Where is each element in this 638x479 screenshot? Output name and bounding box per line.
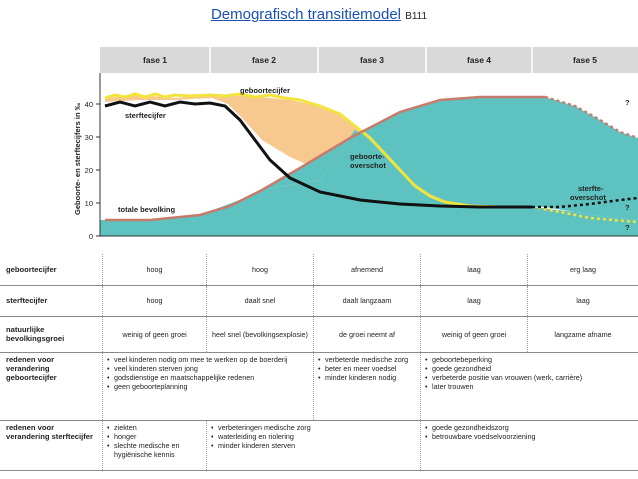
table-cell: daalt snel [206,285,314,317]
population-label: totale bevolking [118,205,176,214]
question-mark: ? [625,98,630,107]
row-header: redenen voor verandering geboortecijfer [0,352,103,421]
phase-label-3: fase 3 [360,55,384,65]
table-row: redenen voor verandering sterftecijfer z… [0,420,638,471]
reasons-cell: goede gezondheidszorg betrouwbare voedse… [420,420,638,471]
list-item: verbeterde positie van vrouwen (werk, ca… [425,373,634,382]
y-tick-label: 40 [85,100,93,109]
list-item: later trouwen [425,382,634,391]
y-tick-label: 20 [85,166,93,175]
reasons-cell: verbeterde medische zorg beter en meer v… [313,352,421,421]
list-item: goede gezondheid [425,364,634,373]
population-line [105,95,545,222]
death-surplus-label: sterfte- [578,184,604,193]
table-cell: hoog [102,285,207,317]
population-projection [544,95,638,140]
table-row: sterftecijfer hoog daalt snel daalt lang… [0,285,638,317]
table-cell: weinig of geen groei [420,316,528,353]
phase-header-band [100,47,638,73]
table-cell: laag [420,285,528,317]
birth-rate-projection [531,205,638,224]
birth-rate-label: geboortecijfer [240,86,290,95]
list-item: verbeterde medische zorg [318,355,416,364]
table-cell: weinig of geen groei [102,316,207,353]
row-header: geboortecijfer [0,254,103,286]
y-tick-label: 10 [85,199,93,208]
table-row: natuurlijke bevolkingsgroei weinig of ge… [0,316,638,353]
list-item: waterleiding en riolering [211,432,416,441]
death-rate-projection [532,196,638,209]
y-tick-label: 0 [89,232,93,241]
title-code: B111 [405,11,428,22]
reasons-cell: verbeteringen medische zorg waterleiding… [206,420,421,471]
list-item: geen geboorteplanning [107,382,309,391]
population-area [250,97,638,220]
table-cell: laag [420,254,528,286]
list-item: slechte medische en hygiënische kennis [107,441,202,459]
table-cell: de groei neemt af [313,316,421,353]
birth-rate-line [104,92,532,209]
phase-label-1: fase 1 [143,55,167,65]
list-item: godsdienstige en maatschappelijke redene… [107,373,309,382]
population-area-start [100,220,108,236]
population-area-early [105,190,262,236]
list-item: beter en meer voedsel [318,364,416,373]
list-item: minder kinderen sterven [211,441,416,450]
birth-surplus-label: overschot [350,161,386,170]
table-cell: hoog [102,254,207,286]
list-item: veel kinderen sterven jong [107,364,309,373]
list-item: ziekten [107,423,202,432]
death-surplus-label: overschot [570,193,606,202]
table-cell: daalt langzaam [313,285,421,317]
transition-diagram: fase 1 fase 2 fase 3 fase 4 fase 5 0 10 … [73,47,638,241]
phase-label-4: fase 4 [467,55,491,65]
reasons-cell: ziekten honger slechte medische en hygië… [102,420,207,471]
birth-surplus-label: geboorte- [350,152,385,161]
table-cell: erg laag [527,254,638,286]
list-item: veel kinderen nodig om mee te werken op … [107,355,309,364]
birth-surplus-area [105,95,532,207]
list-item: minder kinderen nodig [318,373,416,382]
title-link[interactable]: Demografisch transitiemodel [210,6,402,23]
list-item: verbeteringen medische zorg [211,423,416,432]
table-cell: langzame afname [527,316,638,353]
table-cell: afnemend [313,254,421,286]
table-cell: heel snel (bevolkingsexplosie) [206,316,314,353]
y-ticks: 0 10 20 30 40 [85,100,100,241]
row-header: sterftecijfer [0,285,103,317]
list-item: honger [107,432,202,441]
characteristics-table: geboortecijfer hoog hoog afnemend laag e… [0,254,638,471]
question-mark: ? [625,223,630,232]
phase-label-5: fase 5 [573,55,597,65]
death-rate-line [104,100,532,209]
population-area-mid [262,130,532,236]
table-row: geboortecijfer hoog hoog afnemend laag e… [0,254,638,286]
table-cell: hoog [206,254,314,286]
table-cell: laag [527,285,638,317]
y-tick-label: 30 [85,133,93,142]
list-item: goede gezondheidszorg [425,423,634,432]
death-rate-label: sterftecijfer [125,111,166,120]
table-row: redenen voor verandering geboortecijfer … [0,352,638,421]
page-title: Demografisch transitiemodel B111 [0,6,638,23]
row-header: natuurlijke bevolkingsgroei [0,316,103,353]
reasons-cell: veel kinderen nodig om mee te werken op … [102,352,314,421]
phase-label-2: fase 2 [252,55,276,65]
y-axis-label: Geboorte- en sterftecijfers in ‰ [73,102,82,215]
list-item: betrouwbare voedselvoorziening [425,432,634,441]
list-item: geboortebeperking [425,355,634,364]
row-header: redenen voor verandering sterftecijfer [0,420,103,471]
question-mark: ? [625,203,630,212]
population-area-late [532,207,638,236]
reasons-cell: geboortebeperking goede gezondheid verbe… [420,352,638,421]
